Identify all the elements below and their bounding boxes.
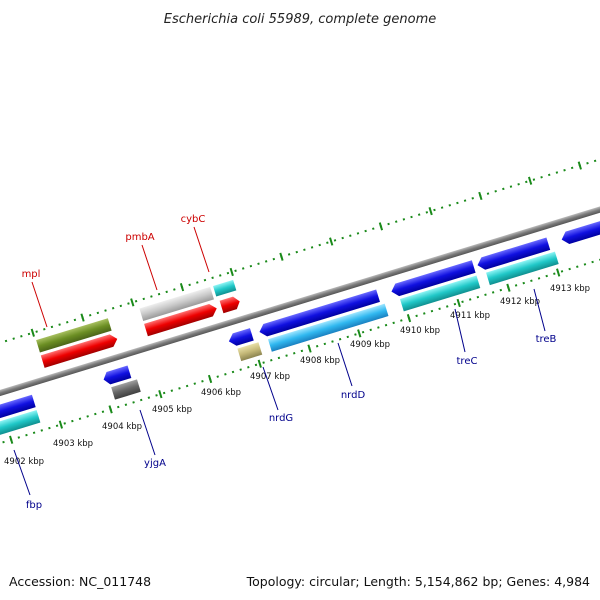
tick-label: 4903 kbp: [53, 439, 93, 449]
major-tick: [456, 298, 461, 308]
scale-labels: 4902 kbp 4903 kbp 4904 kbp 4905 kbp 4906…: [4, 284, 590, 467]
gene-leader-lines: [13, 226, 546, 496]
gene-next-cds: [561, 198, 600, 245]
major-tick: [556, 268, 561, 277]
major-tick: [378, 222, 384, 231]
tick-label: 4910 kbp: [400, 326, 440, 336]
gene-nrdD-cds: [259, 289, 380, 337]
gene-treB-cds: [477, 237, 551, 270]
gene-fbp-feature: [0, 410, 41, 449]
tick-label: 4902 kbp: [4, 457, 44, 467]
gene-fbp-cds: [0, 394, 36, 434]
leader-line-pmbA: [141, 244, 158, 291]
gene-treC-feature: [399, 275, 481, 312]
map-title: Escherichia coli 55989, complete genome: [164, 12, 436, 27]
tick-label: 4912 kbp: [500, 297, 540, 307]
gene-pmbA-feature: [139, 286, 214, 321]
lower-scale-line: [0, 233, 600, 458]
major-tick: [179, 283, 185, 292]
gene-nrdD-feature: [268, 303, 389, 352]
leader-line-treC: [454, 308, 466, 353]
major-tick: [229, 267, 234, 277]
leader-line-yjgA: [139, 409, 156, 456]
genome-backbone: [0, 185, 600, 414]
gene-cybC-cds: [219, 296, 240, 314]
tick-label: 4913 kbp: [550, 284, 590, 294]
leader-line-treB: [533, 288, 546, 332]
major-tick: [428, 207, 433, 216]
forward-genes: [36, 279, 240, 368]
gene-label-nrdD: nrdD: [341, 390, 366, 401]
gene-label-mpl: mpl: [22, 269, 41, 280]
gene-label-treB: treB: [536, 334, 557, 345]
lower-major-ticks: [9, 268, 561, 444]
major-tick: [158, 390, 163, 399]
tick-label: 4904 kbp: [102, 422, 142, 432]
leader-line-mpl: [31, 281, 48, 328]
gene-yjgA-cds: [103, 365, 132, 385]
major-tick: [478, 191, 483, 201]
gene-treB-feature: [486, 251, 559, 286]
upper-major-ticks: [30, 161, 582, 337]
gene-label-nrdG: nrdG: [269, 413, 293, 424]
tick-label: 4909 kbp: [350, 340, 390, 350]
major-tick: [58, 420, 64, 429]
tick-label: 4911 kbp: [450, 311, 490, 321]
gene-mpl-feature: [36, 318, 112, 353]
gene-nrdG-cds: [228, 328, 254, 346]
major-tick: [577, 161, 582, 170]
tick-label: 4906 kbp: [201, 388, 241, 398]
accession-text: Accession: NC_011748: [9, 574, 151, 589]
leader-line-nrdD: [337, 342, 353, 387]
gene-treC-cds: [391, 260, 476, 297]
major-tick: [9, 435, 14, 444]
major-tick: [207, 374, 213, 384]
gene-pmbA-cds: [144, 303, 217, 337]
major-tick: [357, 329, 362, 338]
gene-mpl-cds: [40, 334, 118, 368]
tick-label: 4905 kbp: [152, 405, 192, 415]
gene-label-cybC: cybC: [181, 214, 206, 225]
gene-label-treC: treC: [457, 356, 478, 367]
upper-scale-line: [0, 141, 600, 366]
gene-label-pmbA: pmbA: [125, 232, 154, 243]
leader-line-nrdG: [262, 366, 279, 411]
major-tick: [257, 359, 262, 368]
map-track: [0, 141, 600, 458]
major-tick: [307, 344, 312, 353]
gene-label-yjgA: yjgA: [144, 458, 166, 469]
gene-yjgA-feature: [111, 379, 141, 400]
major-tick: [130, 298, 135, 307]
gene-label-fbp: fbp: [26, 500, 42, 511]
reverse-genes: [0, 198, 600, 449]
genome-summary-text: Topology: circular; Length: 5,154,862 bp…: [246, 574, 590, 589]
major-tick: [406, 314, 412, 323]
major-tick: [329, 237, 334, 246]
leader-line-fbp: [13, 449, 31, 496]
gene-nrdG-feature: [237, 342, 263, 362]
gene-cybC-feature: [213, 279, 237, 297]
leader-line-cybC: [193, 226, 210, 273]
gene-labels: mpl pmbA cybC fbp yjgA nrdG nrdD treC tr…: [22, 214, 557, 511]
major-tick: [80, 313, 85, 322]
major-tick: [30, 328, 35, 337]
major-tick: [527, 176, 533, 185]
tick-label: 4907 kbp: [250, 372, 290, 382]
major-tick: [108, 405, 113, 414]
major-tick: [279, 252, 284, 261]
tick-label: 4908 kbp: [300, 356, 340, 366]
major-tick: [506, 283, 511, 292]
